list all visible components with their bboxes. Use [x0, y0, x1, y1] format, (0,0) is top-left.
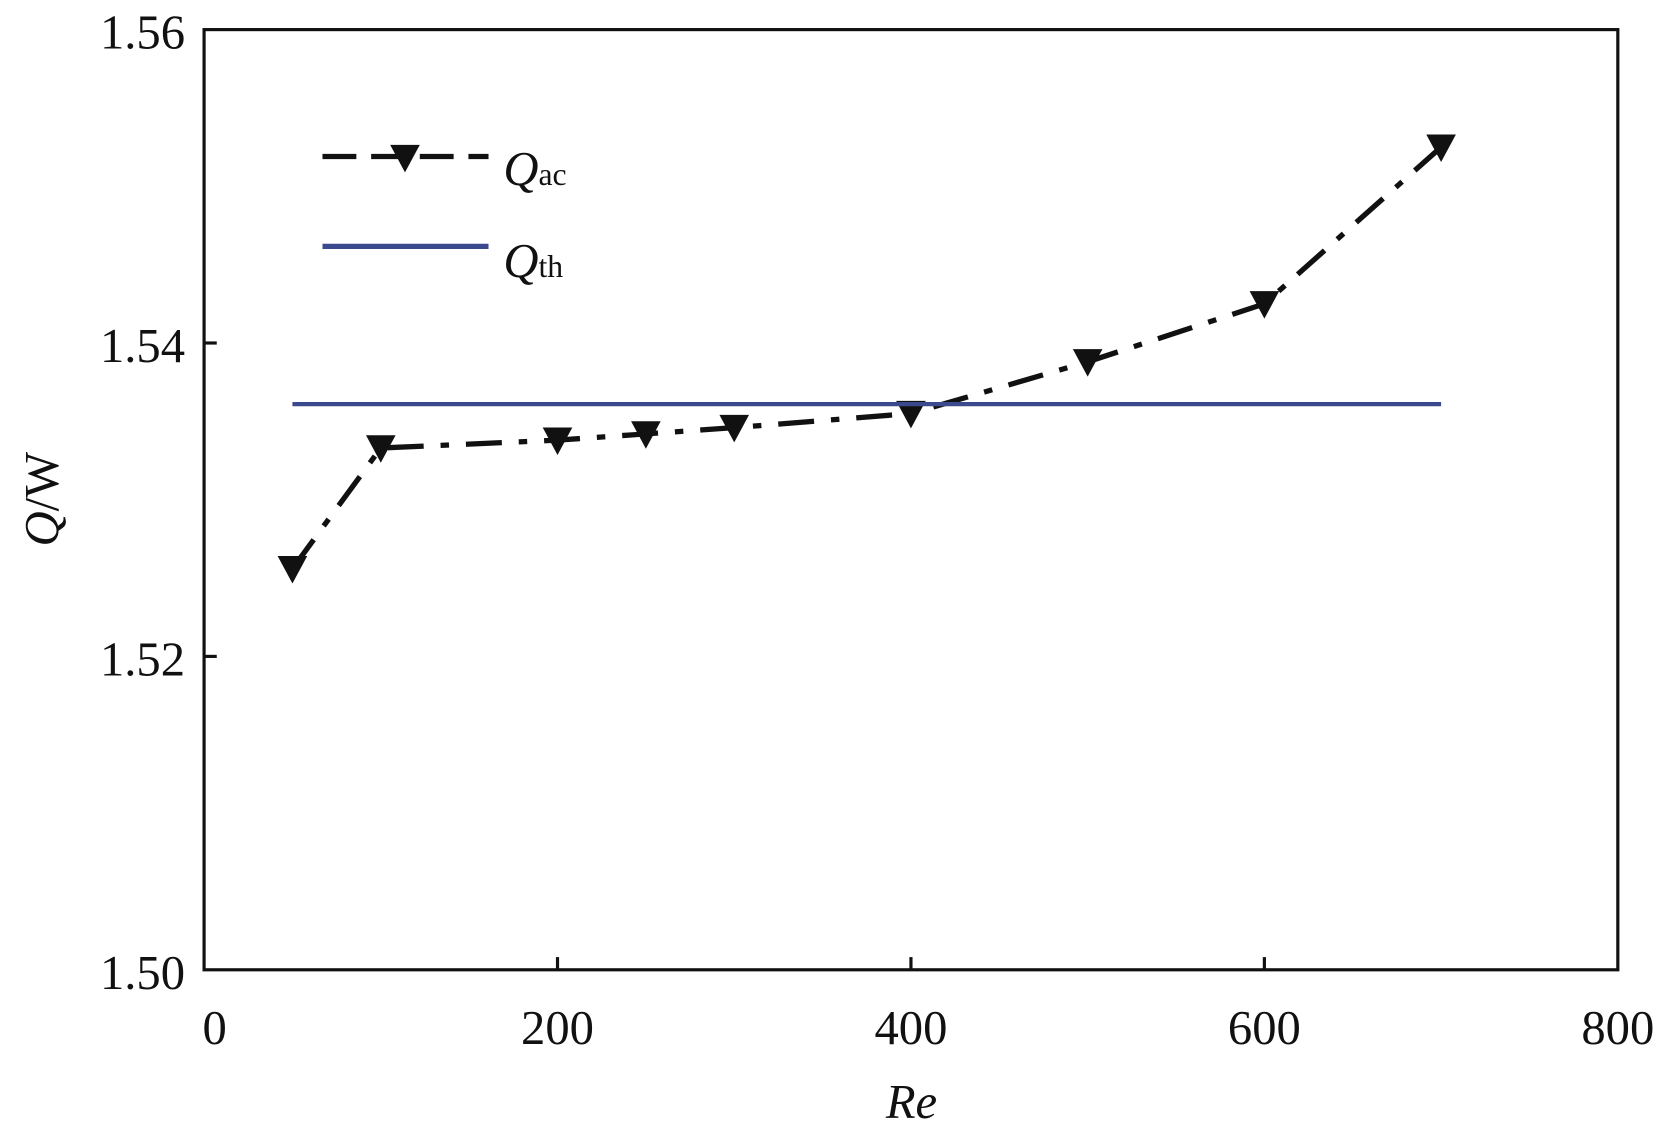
data-point-marker	[1249, 291, 1280, 319]
data-point-marker	[896, 400, 926, 429]
x-tick-label: 0	[202, 1001, 226, 1055]
y-tick-label: 1.50	[100, 946, 185, 1000]
y-tick-label: 1.52	[100, 632, 185, 686]
legend-label-qth: Qth	[503, 234, 563, 288]
series-line-q-ac	[290, 145, 1443, 571]
y-axis-label: Q/W	[15, 452, 69, 547]
data-point-marker	[365, 435, 396, 463]
legend-label-qac: Qac	[503, 142, 566, 196]
axis-ticks: 0 200 400 600 800 1.50 1.52 1.54 1.56	[100, 6, 1654, 1055]
series-layer	[277, 134, 1456, 584]
legend: Qac Qth	[322, 142, 567, 288]
legend-marker-qac	[390, 144, 420, 173]
data-point-marker	[1072, 349, 1103, 377]
x-tick-label: 600	[1228, 1001, 1301, 1055]
x-axis-label: Re	[885, 1075, 937, 1129]
x-tick-label: 200	[521, 1001, 594, 1055]
data-point-marker	[542, 427, 573, 455]
y-tick-label: 1.54	[100, 319, 185, 373]
x-tick-label: 800	[1581, 1001, 1654, 1055]
data-point-marker	[1426, 134, 1456, 162]
data-point-marker	[277, 555, 308, 584]
data-point-marker	[719, 414, 750, 443]
data-point-marker	[631, 421, 661, 449]
plot-frame	[202, 28, 1620, 972]
x-tick-label: 400	[874, 1001, 947, 1055]
y-tick-label: 1.56	[100, 6, 185, 60]
